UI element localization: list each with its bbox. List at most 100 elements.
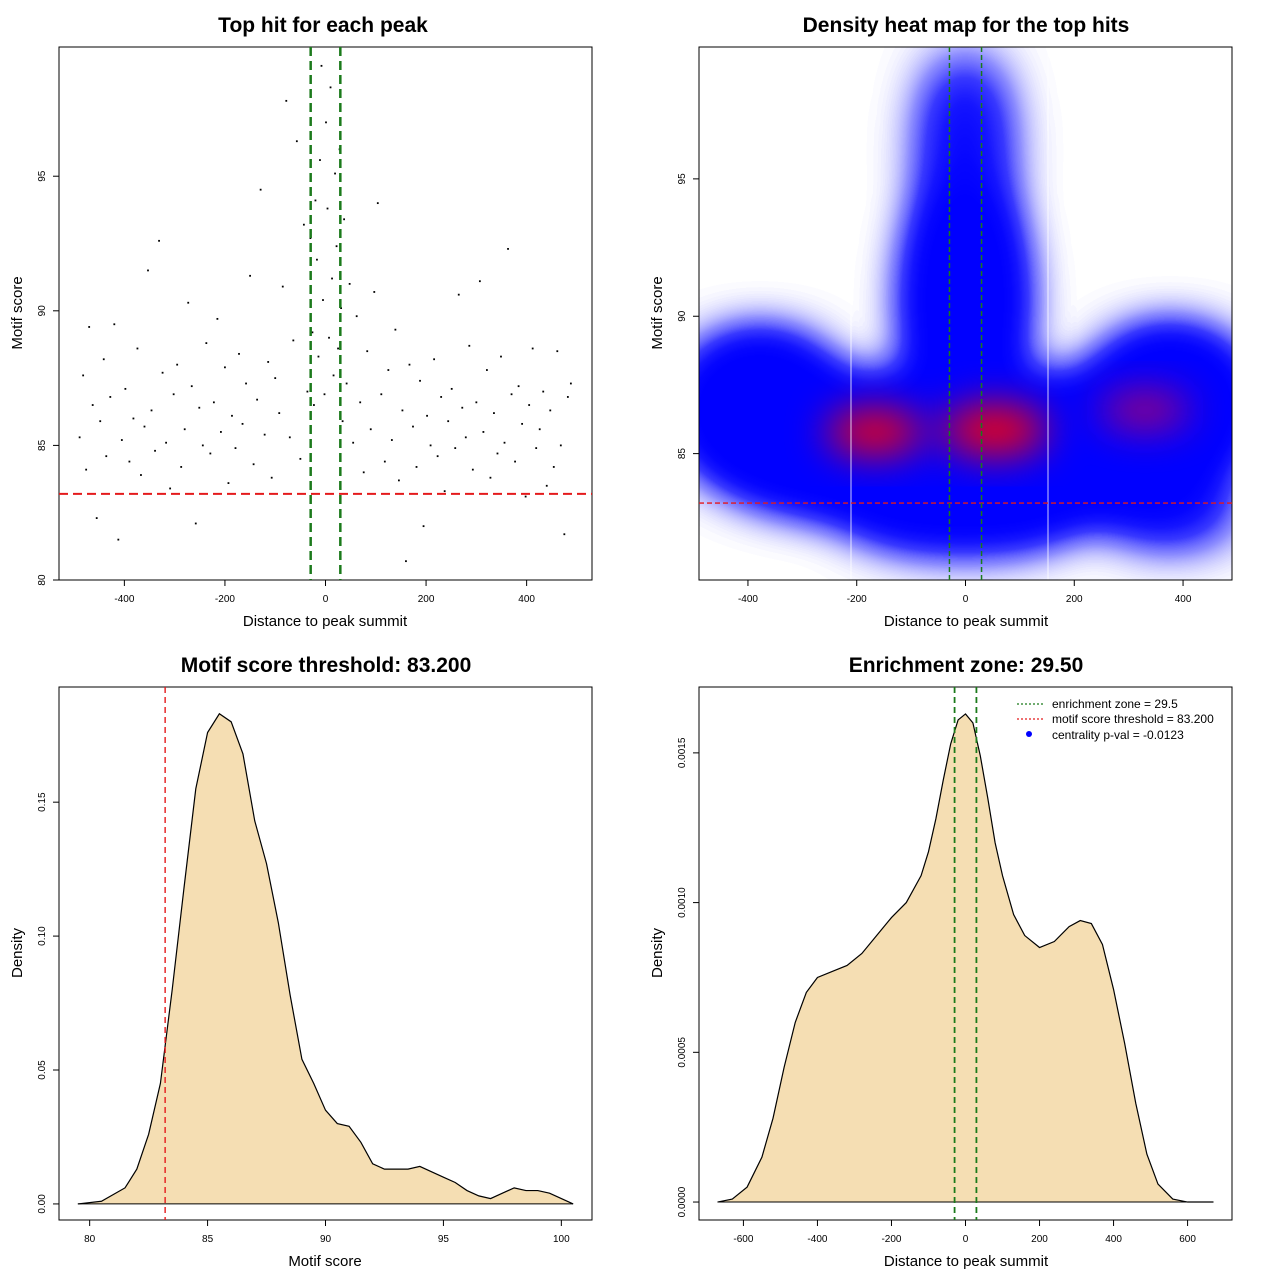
scatter-point [285, 99, 288, 102]
scatter-point [362, 471, 365, 474]
scatter-point [335, 245, 338, 248]
scatter-point [281, 285, 284, 288]
scatter-point [302, 223, 305, 226]
scatter-point [113, 323, 116, 326]
scatter-point [140, 474, 142, 476]
legend-zone-label: enrichment zone = 29.5 [1052, 697, 1178, 711]
x-tick-label: 200 [1031, 1234, 1048, 1245]
scatter-point [88, 326, 91, 328]
x-tick-label: -600 [733, 1234, 753, 1245]
x-tick-label: -400 [738, 594, 758, 605]
scatter-point [422, 525, 425, 528]
scatter-point [394, 328, 397, 331]
x-axis: 80 85 90 95 100 [84, 1220, 570, 1245]
y-axis-label: Motif score [649, 276, 666, 349]
y-tick-label: 0.0010 [677, 887, 688, 918]
scatter-point [109, 396, 112, 398]
chart-title: Density heat map for the top hits [803, 14, 1130, 37]
scatter-point [216, 317, 219, 320]
scatter-point [172, 393, 175, 396]
scatter-point [390, 439, 393, 441]
scatter-point [117, 538, 120, 541]
scatter-point [295, 140, 298, 143]
x-axis-label: Motif score [288, 1253, 361, 1270]
scatter-point [475, 401, 478, 404]
scatter-point [198, 406, 201, 409]
x-axis-label: Distance to peak summit [243, 613, 408, 630]
scatter-point [464, 436, 467, 439]
x-axis: -400 -200 0 200 400 [738, 580, 1192, 605]
scatter-point [542, 390, 545, 393]
scatter-point [426, 414, 428, 417]
x-tick-label: 200 [418, 594, 435, 605]
scatter-point [252, 463, 255, 466]
scatter-point [212, 401, 215, 404]
scatter-point [325, 121, 327, 124]
scatter-panel: Top hit for each peak -400 -200 0 200 400 80… [9, 14, 593, 630]
scatter-point [78, 436, 81, 439]
scatter-point [102, 358, 105, 361]
scatter-point [528, 404, 531, 406]
scatter-point [309, 237, 312, 240]
scatter-point [359, 401, 362, 404]
distance-density-panel: Enrichment zone: 29.50 -600 -400 -200 0 200 4… [649, 654, 1233, 1270]
density-curve [717, 713, 1214, 1203]
scatter-point [471, 468, 474, 471]
scatter-point [401, 409, 404, 412]
scatter-point [313, 404, 315, 406]
scatter-point [376, 202, 379, 205]
y-tick-label: 85 [37, 439, 48, 451]
scatter-point [337, 347, 339, 350]
x-tick-label: 600 [1179, 1234, 1196, 1245]
scatter-point [556, 350, 559, 353]
reference-lines [699, 47, 1232, 580]
scatter-point [183, 428, 186, 431]
scatter-point [482, 431, 485, 433]
scatter-point [317, 355, 320, 358]
scatter-point [436, 455, 439, 458]
scatter-point [176, 363, 179, 366]
y-tick-label: 95 [677, 173, 688, 185]
scatter-point [128, 460, 131, 463]
scatter-point [443, 490, 446, 493]
scatter-point [493, 412, 495, 414]
scatter-point [345, 382, 348, 385]
scatter-point [433, 358, 436, 361]
y-tick-label: 85 [677, 448, 688, 460]
scatter-point [278, 412, 281, 414]
scatter-point [538, 428, 541, 431]
scatter-point [366, 350, 369, 353]
scatter-point [311, 331, 314, 334]
scatter-point [91, 404, 94, 406]
x-tick-label: 100 [553, 1234, 570, 1245]
scatter-point [328, 336, 330, 339]
scatter-point [158, 239, 160, 242]
scatter-point [231, 414, 233, 417]
scatter-point [245, 382, 247, 385]
scatter-point [136, 347, 139, 350]
scatter-point [500, 355, 502, 358]
scatter-point [267, 361, 270, 363]
scatter-point [292, 339, 295, 342]
x-tick-label: -200 [847, 594, 867, 605]
scatter-point [154, 449, 156, 452]
legend-centrality-label: centrality p-val = -0.0123 [1052, 728, 1184, 742]
scatter-point [569, 382, 572, 385]
scatter-point [95, 517, 98, 519]
chart-title: Motif score threshold: 83.200 [181, 654, 472, 677]
legend-threshold-label: motif score threshold = 83.200 [1052, 712, 1214, 726]
y-axis-label: Density [9, 927, 26, 978]
scatter-point [238, 352, 240, 355]
scatter-point [340, 307, 342, 310]
scatter-point [486, 369, 488, 371]
scatter-point [514, 460, 516, 463]
scatter-point [334, 172, 336, 175]
scatter-point [314, 199, 317, 202]
x-tick-label: 0 [963, 594, 969, 605]
x-tick-label: -400 [114, 594, 134, 605]
scatter-point [454, 447, 457, 449]
scatter-point [552, 466, 555, 468]
scatter-point [150, 409, 153, 412]
y-tick-label: 80 [37, 574, 48, 586]
